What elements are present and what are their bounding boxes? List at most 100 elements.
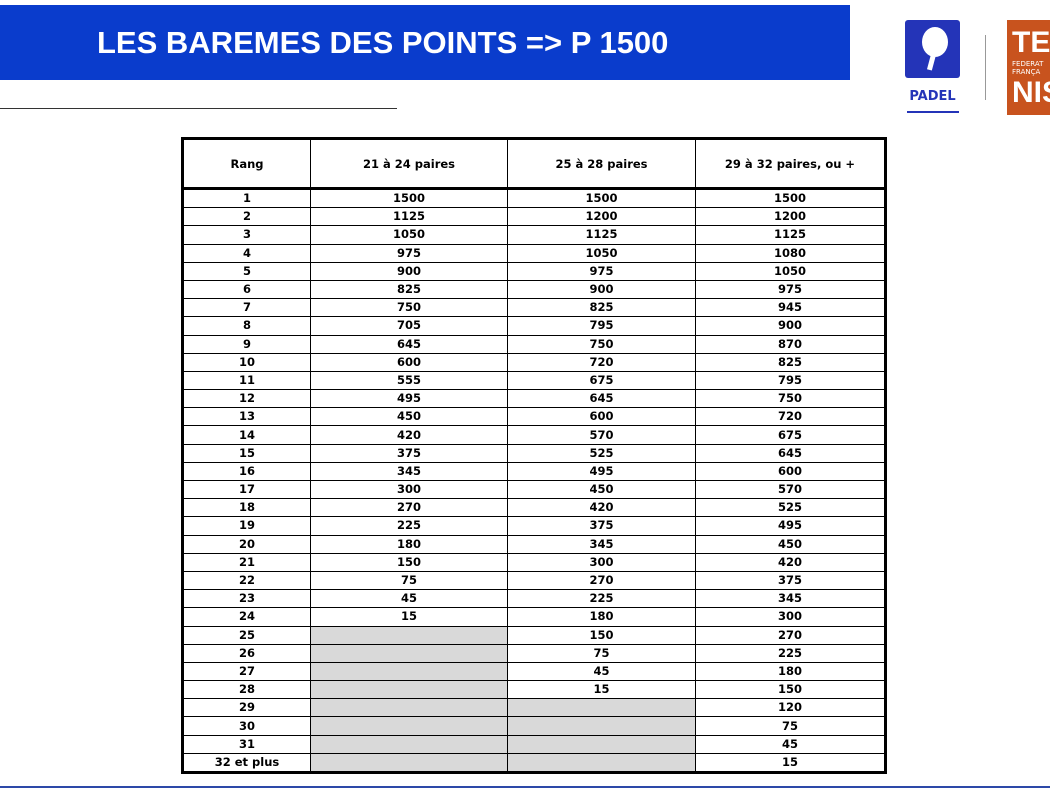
points-cell: 525 <box>695 498 886 518</box>
rank-cell: 30 <box>182 716 311 736</box>
table-row: 25 150 270 <box>182 625 886 645</box>
empty-cell <box>310 661 508 682</box>
points-cell: 900 <box>507 279 696 300</box>
rank-cell: 13 <box>182 407 311 427</box>
empty-cell <box>310 734 508 754</box>
points-cell: 1500 <box>507 187 696 209</box>
points-cell: 750 <box>507 334 696 354</box>
points-cell: 1500 <box>310 187 508 209</box>
table-body: 1 1500 1500 1500 2 1125 1200 1200 3 1050 1125 1125 4… <box>182 187 886 774</box>
rank-cell: 29 <box>182 698 311 718</box>
column-header: 21 à 24 paires <box>310 138 508 190</box>
table-row: 4 975 1050 1080 <box>182 243 886 263</box>
rank-cell: 14 <box>182 425 311 445</box>
rank-cell: 5 <box>182 261 311 281</box>
rank-cell: 12 <box>182 389 311 409</box>
rank-cell: 27 <box>182 661 311 682</box>
points-cell: 345 <box>310 461 508 482</box>
points-cell: 825 <box>507 298 696 318</box>
points-cell: 15 <box>507 680 696 700</box>
rank-cell: 11 <box>182 370 311 391</box>
points-cell: 555 <box>310 370 508 391</box>
points-cell: 225 <box>507 589 696 609</box>
points-cell: 120 <box>695 698 886 718</box>
points-cell: 495 <box>310 389 508 409</box>
column-header: 25 à 28 paires <box>507 138 696 190</box>
padel-logo: PADEL <box>905 20 960 115</box>
points-cell: 1125 <box>695 225 886 245</box>
logo-underline <box>907 111 959 113</box>
points-cell: 420 <box>310 425 508 445</box>
points-cell: 15 <box>695 752 886 774</box>
table-row: 23 45 225 345 <box>182 589 886 609</box>
table-row: 6 825 900 975 <box>182 279 886 300</box>
points-cell: 270 <box>507 570 696 591</box>
points-cell: 345 <box>507 534 696 554</box>
points-cell: 45 <box>695 734 886 754</box>
rank-cell: 28 <box>182 680 311 700</box>
points-cell: 1050 <box>310 225 508 245</box>
table-row: 12 495 645 750 <box>182 389 886 409</box>
logo-text: TEN <box>1012 26 1050 59</box>
points-cell: 345 <box>695 589 886 609</box>
points-cell: 270 <box>310 498 508 518</box>
points-cell: 570 <box>507 425 696 445</box>
points-cell: 45 <box>507 661 696 682</box>
points-cell: 750 <box>310 298 508 318</box>
table-row: 19 225 375 495 <box>182 516 886 536</box>
points-cell: 975 <box>310 243 508 263</box>
empty-cell <box>310 643 508 663</box>
rank-cell: 17 <box>182 479 311 500</box>
rank-cell: 3 <box>182 225 311 245</box>
column-header: 29 à 32 paires, ou + <box>695 138 886 190</box>
table-row: 14 420 570 675 <box>182 425 886 445</box>
points-cell: 1050 <box>507 243 696 263</box>
divider <box>0 108 397 109</box>
points-cell: 270 <box>695 625 886 645</box>
table-row: 1 1500 1500 1500 <box>182 187 886 209</box>
points-cell: 675 <box>507 370 696 391</box>
points-cell: 675 <box>695 425 886 445</box>
table-row: 31 45 <box>182 734 886 754</box>
points-cell: 1080 <box>695 243 886 263</box>
points-cell: 225 <box>310 516 508 536</box>
table-row: 15 375 525 645 <box>182 443 886 463</box>
table-row: 10 600 720 825 <box>182 352 886 372</box>
empty-cell <box>507 698 696 718</box>
points-cell: 1125 <box>310 207 508 227</box>
empty-cell <box>310 698 508 718</box>
points-cell: 570 <box>695 479 886 500</box>
points-cell: 1500 <box>695 187 886 209</box>
logo-text: NIS <box>1012 76 1050 109</box>
rank-cell: 9 <box>182 334 311 354</box>
logo-text: FRANÇA <box>1012 68 1041 76</box>
table-row: 17 300 450 570 <box>182 479 886 500</box>
logo-text: FEDERAT <box>1012 60 1044 68</box>
points-cell: 150 <box>507 625 696 645</box>
rank-cell: 25 <box>182 625 311 645</box>
points-cell: 15 <box>310 607 508 627</box>
table-row: 27 45 180 <box>182 661 886 682</box>
points-cell: 870 <box>695 334 886 354</box>
table-row: 30 75 <box>182 716 886 736</box>
points-cell: 645 <box>507 389 696 409</box>
rank-cell: 1 <box>182 187 311 209</box>
points-cell: 795 <box>507 316 696 336</box>
points-cell: 1200 <box>695 207 886 227</box>
table-row: 26 75 225 <box>182 643 886 663</box>
points-cell: 150 <box>310 552 508 572</box>
points-cell: 75 <box>507 643 696 663</box>
rank-cell: 20 <box>182 534 311 554</box>
points-cell: 750 <box>695 389 886 409</box>
footer-rule <box>0 786 1050 788</box>
rank-cell: 21 <box>182 552 311 572</box>
table-row: 22 75 270 375 <box>182 570 886 591</box>
racket-icon <box>922 27 948 71</box>
title-bar: LES BAREMES DES POINTS => P 1500 <box>0 5 850 80</box>
table-row: 5 900 975 1050 <box>182 261 886 281</box>
points-cell: 450 <box>310 407 508 427</box>
rank-cell: 18 <box>182 498 311 518</box>
points-cell: 645 <box>310 334 508 354</box>
points-cell: 495 <box>695 516 886 536</box>
points-cell: 975 <box>695 279 886 300</box>
